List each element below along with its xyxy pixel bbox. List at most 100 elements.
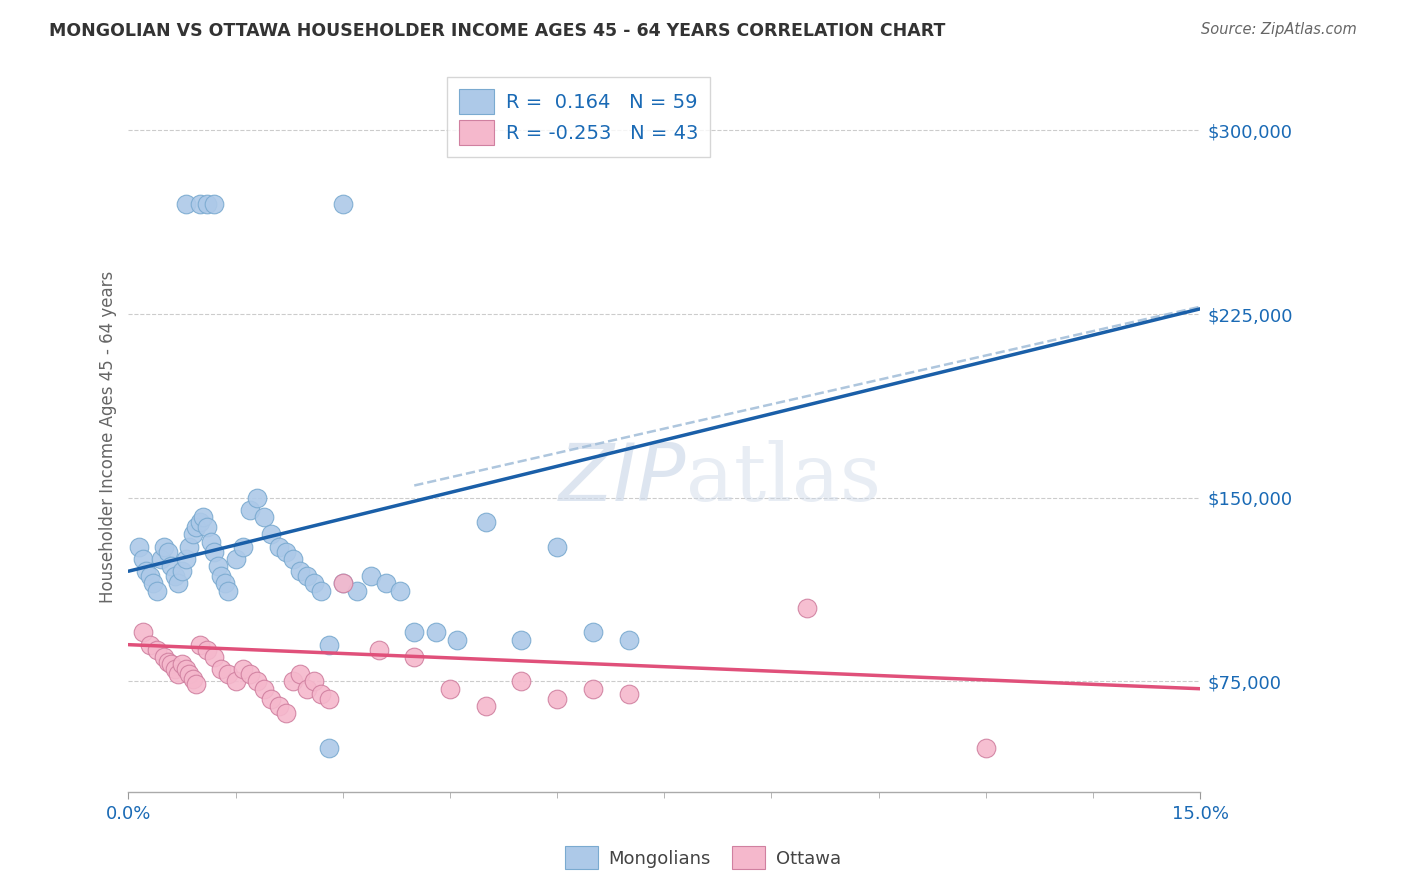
Point [232, 662, 254, 676]
Point [302, 674, 325, 689]
Point [360, 569, 382, 583]
Point [160, 657, 183, 672]
Point [617, 632, 640, 647]
Point [179, 667, 201, 681]
Point [267, 540, 290, 554]
Point [404, 625, 426, 640]
Point [546, 691, 568, 706]
Point [174, 197, 197, 211]
Point [193, 510, 215, 524]
Point [295, 569, 318, 583]
Point [146, 583, 169, 598]
Point [288, 564, 311, 578]
Point [146, 642, 169, 657]
Point [163, 569, 186, 583]
Text: ZIP: ZIP [558, 440, 686, 518]
Point [582, 681, 605, 696]
Text: atlas: atlas [686, 440, 882, 518]
Point [186, 520, 208, 534]
Point [135, 564, 157, 578]
Point [167, 576, 190, 591]
Point [156, 544, 179, 558]
Point [195, 197, 218, 211]
Point [253, 510, 276, 524]
Point [225, 674, 247, 689]
Point [218, 583, 240, 598]
Point [582, 625, 605, 640]
Point [139, 569, 162, 583]
Point [202, 544, 225, 558]
Point [239, 503, 262, 517]
Point [160, 559, 183, 574]
Point [239, 667, 262, 681]
Point [332, 576, 354, 591]
Point [246, 491, 269, 505]
Point [170, 564, 193, 578]
Point [181, 672, 204, 686]
Point [332, 197, 354, 211]
Point [474, 515, 496, 529]
Point [209, 662, 232, 676]
Point [346, 583, 368, 598]
Point [167, 667, 190, 681]
Point [153, 540, 176, 554]
Point [439, 681, 461, 696]
Point [796, 601, 818, 615]
Point [218, 667, 240, 681]
Point [200, 534, 222, 549]
Point [546, 540, 568, 554]
Point [281, 552, 304, 566]
Point [288, 667, 311, 681]
Legend: R =  0.164   N = 59, R = -0.253   N = 43: R = 0.164 N = 59, R = -0.253 N = 43 [447, 77, 710, 157]
Point [163, 662, 186, 676]
Point [188, 197, 211, 211]
Point [281, 674, 304, 689]
Point [318, 638, 340, 652]
Point [174, 662, 197, 676]
Point [617, 687, 640, 701]
Point [139, 638, 162, 652]
Point [510, 632, 533, 647]
Point [170, 657, 193, 672]
Point [404, 649, 426, 664]
Point [195, 520, 218, 534]
Point [260, 691, 283, 706]
Point [974, 740, 997, 755]
Point [267, 698, 290, 713]
Text: MONGOLIAN VS OTTAWA HOUSEHOLDER INCOME AGES 45 - 64 YEARS CORRELATION CHART: MONGOLIAN VS OTTAWA HOUSEHOLDER INCOME A… [49, 22, 946, 40]
Point [318, 740, 340, 755]
Text: Source: ZipAtlas.com: Source: ZipAtlas.com [1201, 22, 1357, 37]
Point [318, 691, 340, 706]
Point [202, 197, 225, 211]
Point [156, 655, 179, 669]
Point [232, 540, 254, 554]
Point [153, 649, 176, 664]
Point [311, 583, 333, 598]
Point [142, 576, 165, 591]
Point [225, 552, 247, 566]
Point [186, 677, 208, 691]
Point [195, 642, 218, 657]
Point [302, 576, 325, 591]
Point [425, 625, 447, 640]
Point [188, 515, 211, 529]
Point [188, 638, 211, 652]
Point [260, 527, 283, 541]
Point [274, 544, 297, 558]
Point [274, 706, 297, 721]
Point [207, 559, 229, 574]
Point [311, 687, 333, 701]
Point [474, 698, 496, 713]
Point [246, 674, 269, 689]
Point [202, 649, 225, 664]
Legend: Mongolians, Ottawa: Mongolians, Ottawa [555, 838, 851, 879]
Y-axis label: Householder Income Ages 45 - 64 years: Householder Income Ages 45 - 64 years [100, 270, 117, 603]
Point [181, 527, 204, 541]
Point [253, 681, 276, 696]
Point [367, 642, 389, 657]
Point [510, 674, 533, 689]
Point [132, 552, 155, 566]
Point [149, 552, 172, 566]
Point [179, 540, 201, 554]
Point [332, 576, 354, 591]
